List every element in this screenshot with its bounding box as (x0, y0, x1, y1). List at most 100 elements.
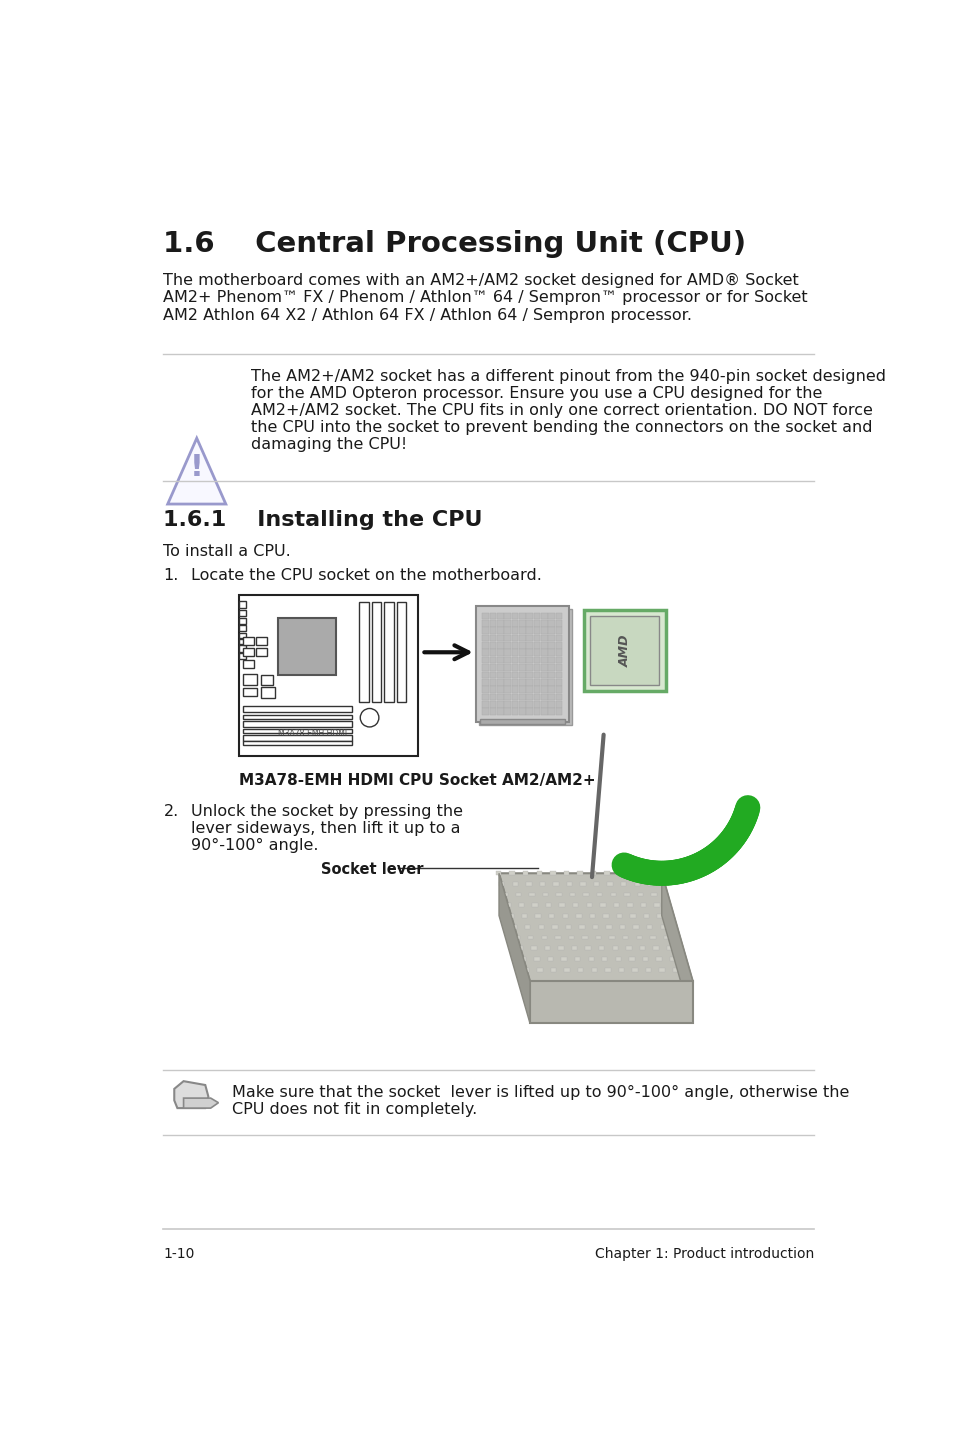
Bar (489, 693, 496, 700)
Bar (518, 627, 525, 634)
Bar (598, 946, 604, 951)
Bar (632, 968, 637, 972)
Bar (659, 925, 665, 929)
Bar (497, 620, 503, 627)
Bar (278, 617, 335, 676)
Bar (657, 915, 662, 917)
Bar (540, 709, 547, 715)
Bar (489, 620, 496, 627)
Bar (619, 925, 624, 929)
Bar (643, 915, 649, 917)
Bar (545, 903, 551, 907)
Bar (555, 709, 561, 715)
Polygon shape (498, 873, 530, 1024)
Bar (261, 687, 274, 697)
Bar (505, 903, 510, 907)
Bar (555, 679, 561, 686)
Bar (597, 893, 602, 896)
Text: 2.: 2. (163, 804, 178, 820)
Bar (536, 871, 541, 874)
Bar (511, 643, 517, 649)
Bar (489, 634, 496, 641)
Bar (540, 627, 547, 634)
Bar (504, 634, 511, 641)
Bar (623, 893, 629, 896)
Bar (501, 893, 507, 896)
Bar (548, 915, 554, 917)
Bar (525, 881, 531, 886)
Bar (548, 657, 555, 663)
Bar (511, 686, 517, 693)
Bar (526, 672, 533, 679)
Bar (511, 650, 517, 656)
Bar (531, 946, 536, 951)
Bar (547, 958, 553, 961)
Bar (243, 706, 352, 712)
Bar (602, 915, 608, 917)
Bar (659, 968, 664, 972)
Bar (497, 643, 503, 649)
Bar (578, 925, 584, 929)
Bar (656, 958, 661, 961)
Bar (526, 709, 533, 715)
Bar (540, 693, 547, 700)
Bar (540, 672, 547, 679)
Bar (489, 672, 496, 679)
Bar (615, 958, 620, 961)
Bar (540, 643, 547, 649)
Bar (518, 634, 525, 641)
Bar (518, 686, 525, 693)
Bar (518, 693, 525, 700)
Bar (497, 627, 503, 634)
Bar (610, 893, 616, 896)
Bar (256, 649, 267, 656)
Bar (518, 679, 525, 686)
Bar (511, 672, 517, 679)
Bar (533, 627, 539, 634)
Bar (482, 657, 488, 663)
Bar (243, 649, 253, 656)
Polygon shape (168, 439, 226, 505)
Bar (518, 709, 525, 715)
Bar (618, 871, 622, 874)
Bar (613, 903, 618, 907)
Bar (526, 634, 533, 641)
Bar (526, 650, 533, 656)
Bar (498, 881, 504, 886)
Bar (594, 881, 598, 886)
Bar (645, 968, 651, 972)
Bar (504, 686, 511, 693)
Bar (634, 881, 639, 886)
Polygon shape (174, 1081, 208, 1109)
Bar (497, 709, 503, 715)
Text: The AM2+/AM2 socket has a different pinout from the 940-pin socket designed: The AM2+/AM2 socket has a different pino… (251, 370, 885, 384)
Bar (542, 893, 548, 896)
Bar (599, 903, 605, 907)
Bar (526, 657, 533, 663)
Bar (478, 610, 571, 725)
Bar (384, 603, 394, 702)
Bar (482, 679, 488, 686)
Bar (533, 613, 539, 620)
Bar (243, 735, 352, 741)
Bar (511, 702, 517, 707)
Text: M3A78-EMH HDMI CPU Socket AM2/AM2+: M3A78-EMH HDMI CPU Socket AM2/AM2+ (239, 774, 596, 788)
Bar (482, 643, 488, 649)
Bar (606, 925, 611, 929)
Text: !: ! (190, 453, 204, 482)
Bar (540, 686, 547, 693)
Bar (555, 936, 560, 939)
Text: the CPU into the socket to prevent bending the connectors on the socket and: the CPU into the socket to prevent bendi… (251, 420, 872, 434)
Bar (489, 686, 496, 693)
Text: for the AMD Opteron processor. Ensure you use a CPU designed for the: for the AMD Opteron processor. Ensure yo… (251, 385, 821, 401)
Bar (555, 686, 561, 693)
Bar (482, 613, 488, 620)
Bar (548, 664, 555, 670)
Bar (497, 693, 503, 700)
Bar (663, 936, 668, 939)
Bar (540, 702, 547, 707)
Text: 90°-100° angle.: 90°-100° angle. (191, 838, 317, 853)
Text: The motherboard comes with an AM2+/AM2 socket designed for AMD® Socket: The motherboard comes with an AM2+/AM2 s… (163, 273, 799, 288)
Bar (533, 650, 539, 656)
Bar (518, 702, 525, 707)
